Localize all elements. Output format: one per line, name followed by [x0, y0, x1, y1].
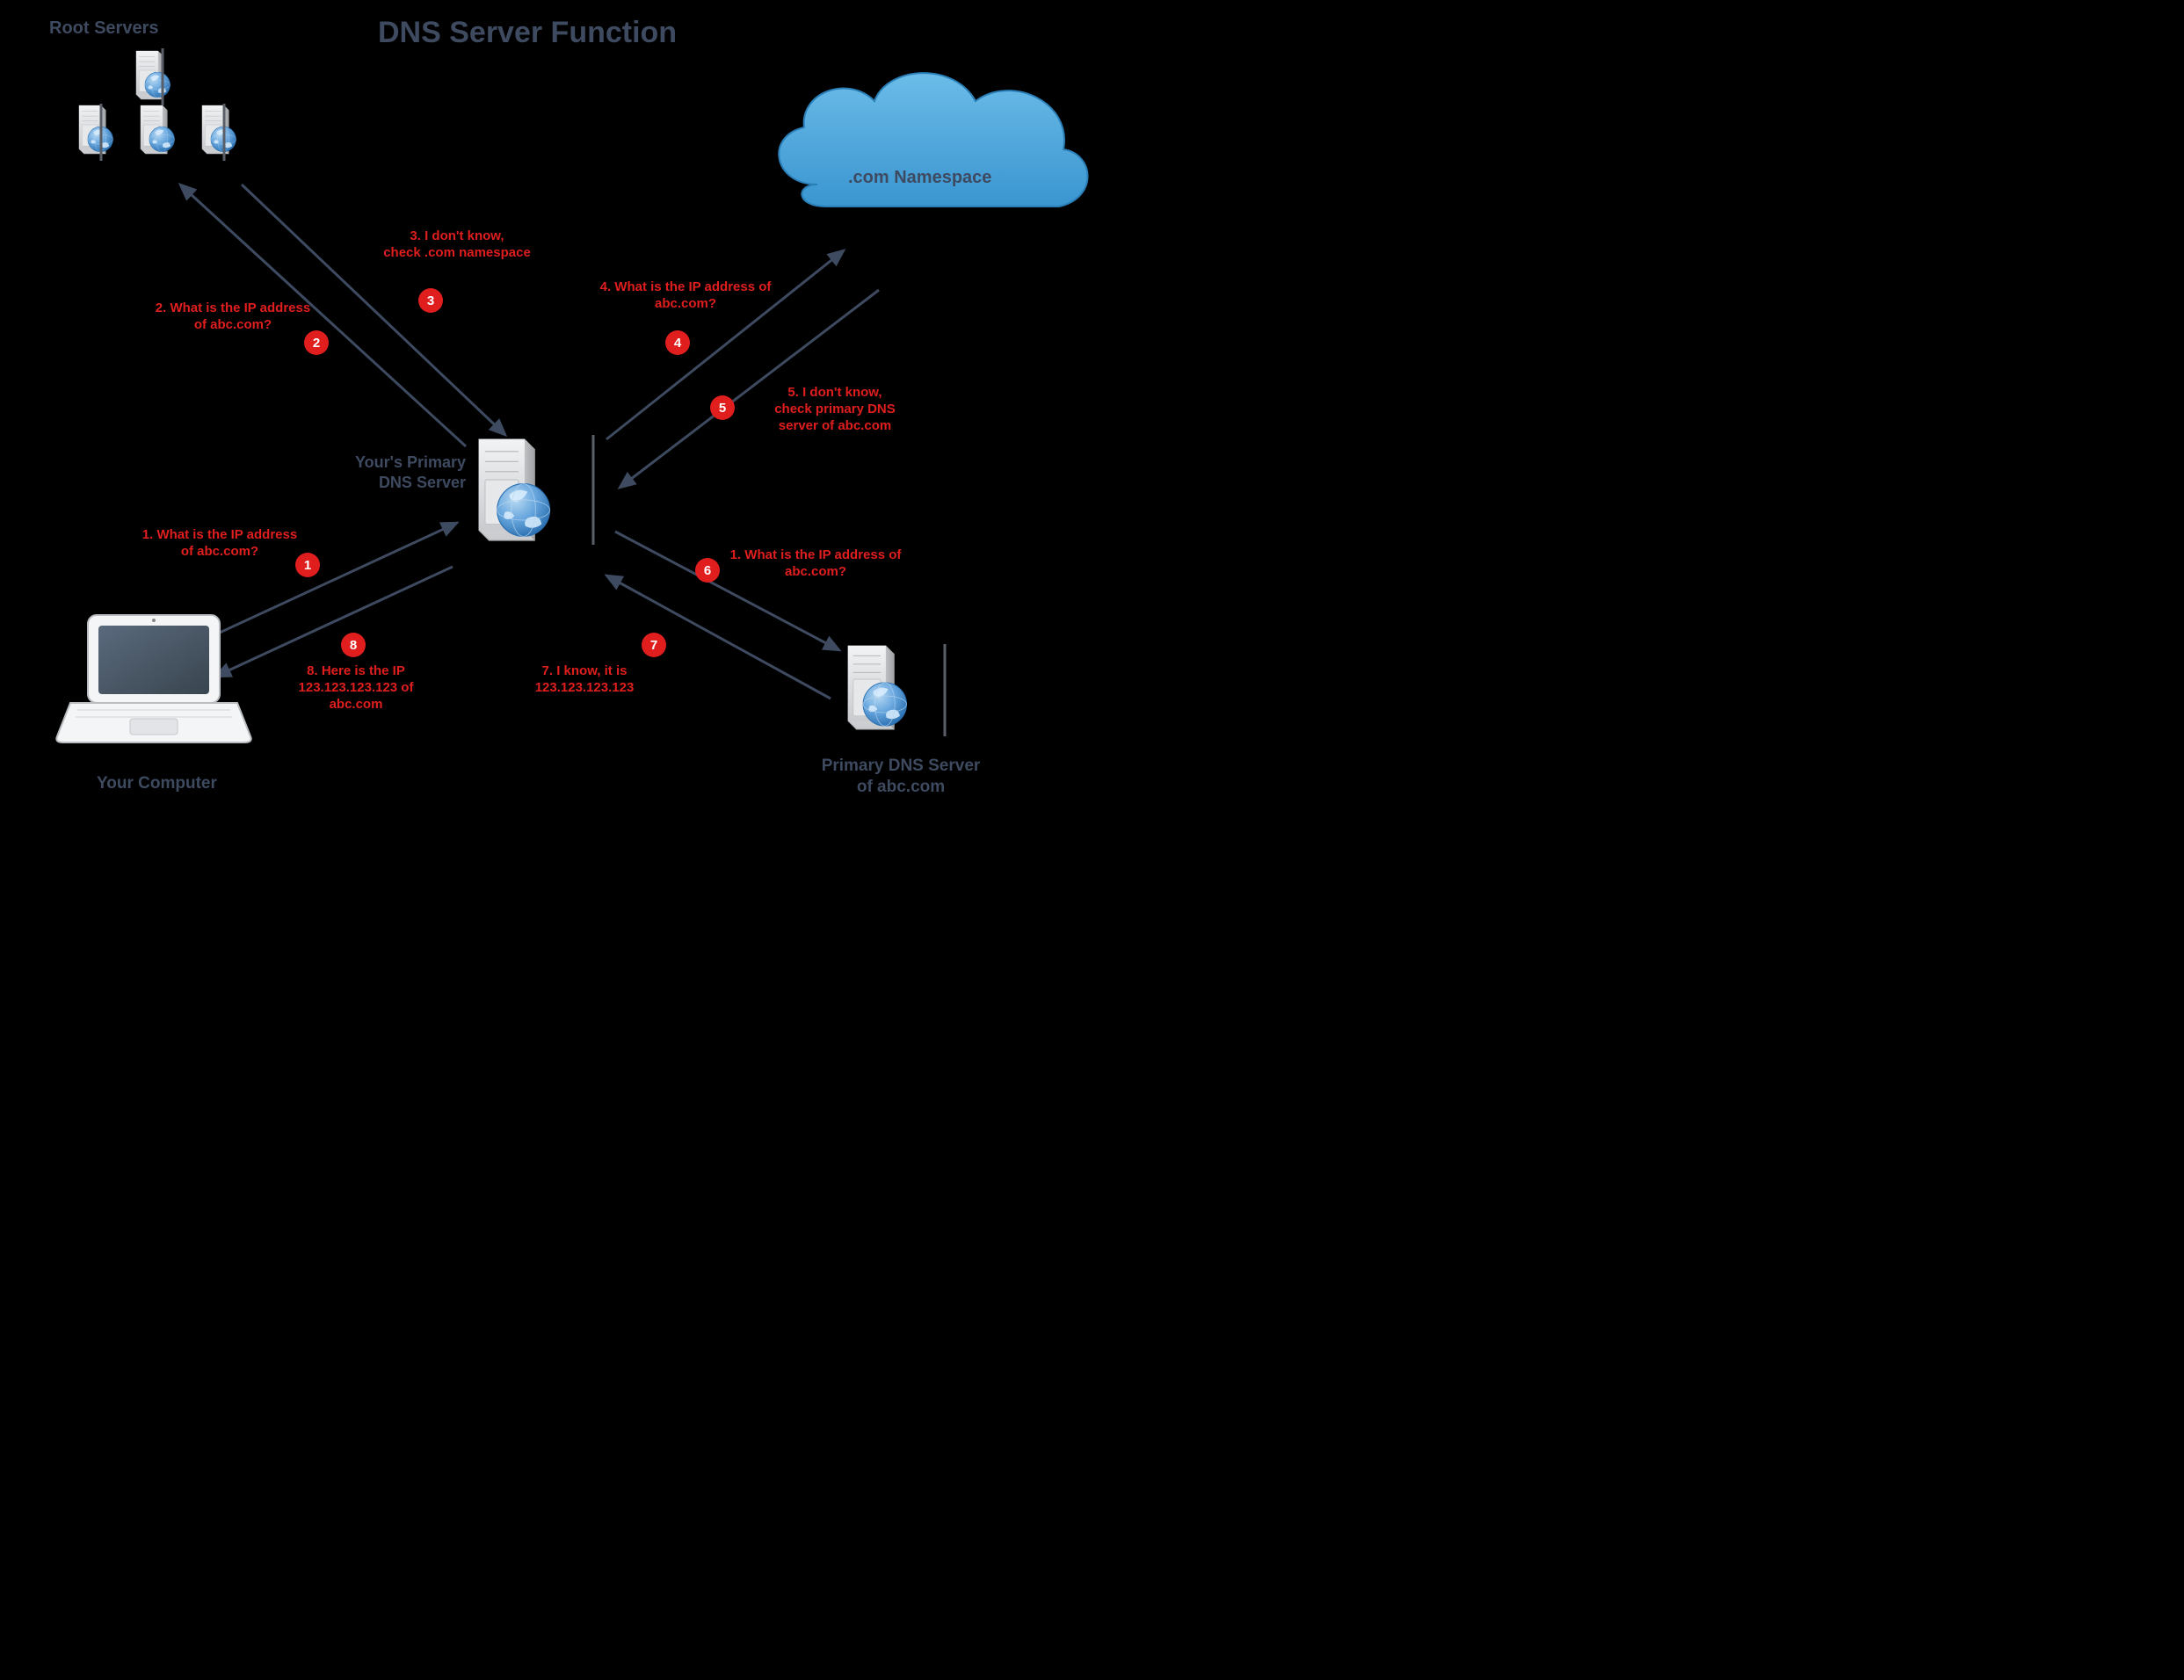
step-1-text: 1. What is the IP address of abc.com?: [141, 527, 299, 561]
badge-4: 4: [665, 330, 690, 355]
arrows-group: [180, 185, 879, 699]
primary-label-l1: Your's Primary: [355, 453, 466, 471]
cloud-label: .com Namespace: [848, 167, 991, 189]
step-4-text: 4. What is the IP address of abc.com?: [598, 279, 773, 313]
your-computer-label: Your Computer: [97, 773, 217, 794]
primary-label: Your's Primary DNS Server: [316, 453, 466, 492]
step-6-text: 1. What is the IP address of abc.com?: [728, 547, 903, 581]
step-2-text: 2. What is the IP address of abc.com?: [154, 301, 312, 334]
badge-5: 5: [710, 395, 735, 420]
badge-2: 2: [304, 330, 329, 355]
abc-primary-l1: Primary DNS Server: [822, 757, 981, 775]
abc-server-icon: [848, 646, 907, 729]
abc-primary-label: Primary DNS Server of abc.com: [804, 756, 998, 798]
primary-label-l2: DNS Server: [379, 474, 466, 491]
abc-primary-l2: of abc.com: [857, 778, 945, 796]
badge-1: 1: [295, 553, 320, 577]
laptop-icon: [56, 615, 250, 742]
root-servers-icons: [79, 48, 236, 161]
diagram-canvas: DNS Server Function Root Servers: [0, 0, 1092, 840]
primary-server-icon: [479, 439, 550, 540]
diagram-svg: [0, 0, 1092, 840]
step-7-text: 7. I know, it is 123.123.123.123: [505, 663, 664, 697]
step-5-text: 5. I don't know, check primary DNS serve…: [747, 385, 923, 434]
step-3-text: 3. I don't know, check .com namespace: [360, 228, 554, 262]
badge-7: 7: [642, 633, 666, 657]
step-8-text: 8. Here is the IP 123.123.123.123 of abc…: [272, 663, 439, 713]
badge-3: 3: [418, 288, 443, 313]
badge-6: 6: [695, 558, 720, 583]
badge-8: 8: [341, 633, 366, 657]
arrow-8: [215, 567, 453, 677]
